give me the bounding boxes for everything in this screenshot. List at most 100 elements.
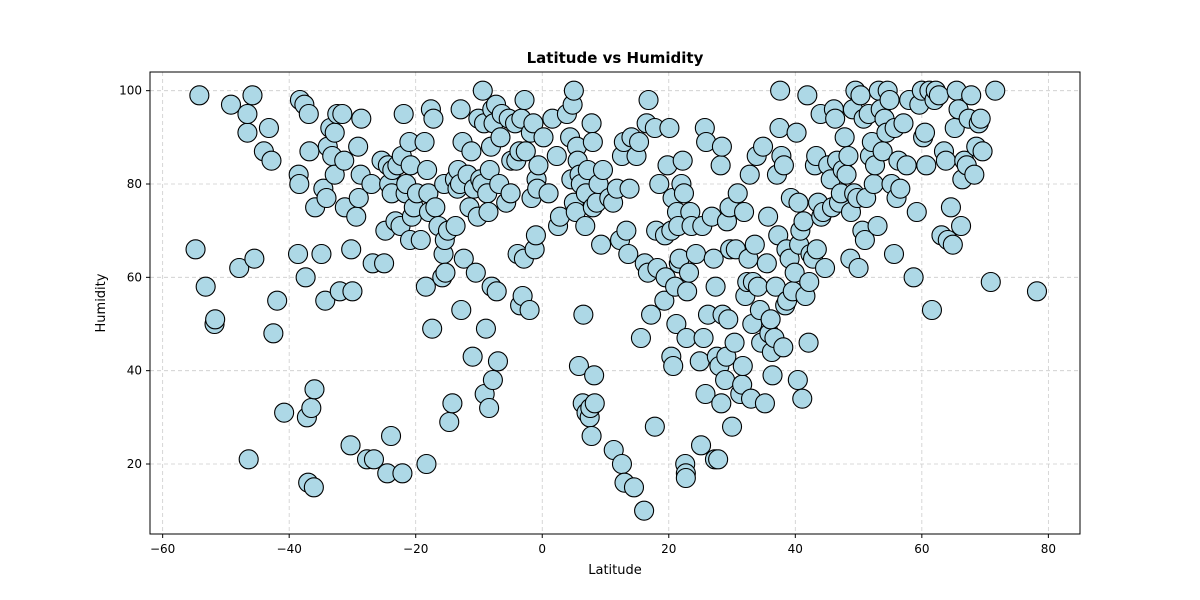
x-tick-label: 60	[914, 542, 929, 556]
scatter-point	[340, 435, 361, 456]
scatter-point	[708, 449, 729, 470]
scatter-point	[638, 89, 659, 111]
scatter-point	[416, 453, 437, 475]
x-tick-label: 80	[1041, 542, 1056, 556]
x-tick-label: −60	[150, 542, 175, 556]
scatter-point	[487, 351, 509, 372]
scatter-point	[414, 131, 435, 153]
scatter-point	[451, 299, 472, 321]
scatter-point	[417, 159, 438, 181]
scatter-point	[324, 122, 345, 143]
scatter-point	[942, 234, 963, 255]
plot-frame	[149, 71, 1081, 535]
scatter-point	[533, 127, 554, 148]
scatter-point	[461, 141, 482, 162]
scatter-point	[450, 99, 471, 120]
scatter-point	[348, 187, 369, 209]
scatter-point	[788, 192, 809, 213]
scatter-point	[628, 131, 650, 153]
scatter-point	[854, 229, 875, 251]
scatter-point	[711, 393, 732, 414]
scatter-point	[298, 103, 319, 125]
scatter-point	[263, 323, 284, 344]
scatter-point	[644, 416, 665, 437]
scatter-point	[916, 155, 937, 176]
scatter-point	[693, 327, 714, 349]
scatter-point	[525, 225, 546, 246]
x-tick-label: 20	[661, 542, 676, 556]
scatter-point	[793, 211, 814, 232]
scatter-point	[825, 108, 846, 129]
scatter-point	[619, 178, 640, 199]
scatter-point	[972, 141, 993, 162]
scatter-point	[711, 136, 732, 157]
scatter-point	[914, 122, 936, 143]
scatter-point	[649, 173, 670, 195]
scatter-point	[332, 103, 353, 125]
scatter-point	[703, 248, 724, 269]
scatter-point	[274, 402, 295, 423]
scatter-point	[641, 304, 662, 325]
y-axis-label: Humidity	[94, 273, 109, 332]
scatter-point	[189, 85, 210, 106]
scatter-point	[363, 449, 385, 470]
scatter-point	[519, 299, 540, 321]
scatter-point	[769, 117, 790, 139]
scatter-point	[758, 206, 779, 227]
y-tick-label: 40	[127, 364, 142, 378]
scatter-point	[762, 365, 783, 386]
scatter-point	[242, 85, 263, 106]
scatter-point	[442, 393, 463, 414]
x-tick-label: −20	[403, 542, 428, 556]
x-axis-ticks: −60 −40 −20 0 20 40 60 80	[150, 534, 1056, 556]
scatter-point	[538, 183, 559, 204]
scatter-point	[850, 85, 871, 106]
scatter-point	[659, 117, 680, 139]
y-tick-label: 80	[127, 177, 142, 191]
scatter-point	[486, 281, 507, 302]
scatter-point	[689, 351, 710, 372]
y-axis-ticks: 20 40 60 80 100	[119, 84, 150, 471]
scatter-point	[295, 267, 316, 288]
scatter-point	[756, 253, 777, 274]
scatter-point	[439, 411, 460, 433]
scatter-point	[705, 276, 726, 297]
scatter-point	[348, 136, 369, 157]
scatter-point	[478, 201, 499, 223]
scatter-point	[896, 155, 917, 176]
scatter-point	[316, 187, 337, 209]
scatter-point	[798, 332, 819, 353]
scatter-point	[267, 290, 288, 311]
scatter-point	[710, 155, 731, 176]
data-points	[185, 80, 1048, 521]
scatter-point	[970, 108, 991, 129]
scatter-point	[415, 276, 436, 297]
scatter-point	[462, 346, 483, 367]
scatter-point	[261, 150, 282, 171]
scatter-point	[435, 262, 456, 283]
scatter-point	[797, 85, 818, 106]
scatter-point	[786, 122, 807, 143]
scatter-point	[634, 500, 655, 521]
scatter-point	[806, 239, 827, 260]
scatter-point	[787, 369, 808, 391]
scatter-point	[951, 215, 972, 237]
scatter-point	[304, 379, 325, 400]
scatter-point	[546, 145, 567, 167]
scatter-point	[890, 178, 911, 199]
scatter-point	[695, 383, 716, 405]
scatter-point	[465, 262, 486, 283]
scatter-point	[374, 253, 395, 274]
scatter-point	[883, 243, 905, 265]
scatter-point	[393, 103, 414, 125]
scatter-point	[630, 327, 651, 349]
scatter-point	[220, 94, 242, 115]
scatter-point	[575, 215, 596, 237]
scatter-point	[422, 318, 443, 339]
scatter-point	[770, 80, 791, 101]
scatter-point	[361, 173, 382, 195]
scatter-point	[584, 365, 605, 386]
scatter-point	[727, 183, 748, 204]
scatter-point	[568, 355, 589, 377]
scatter-point	[928, 85, 949, 106]
